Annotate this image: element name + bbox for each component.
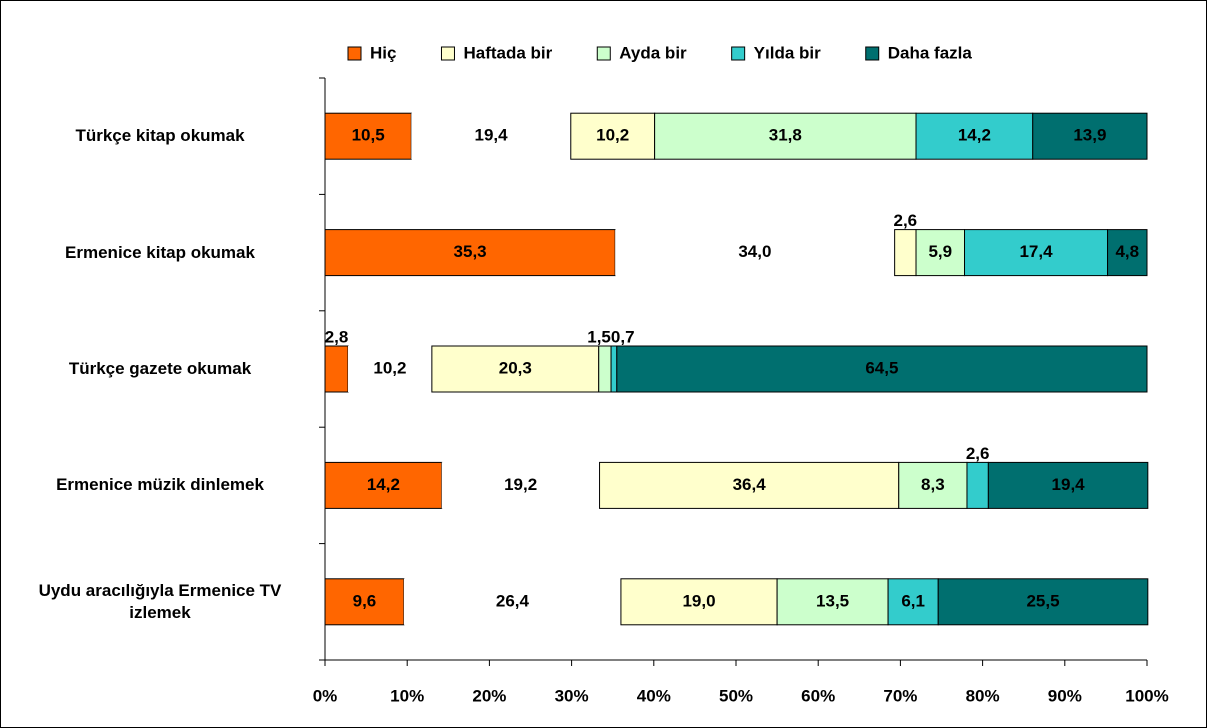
data-label: 19,4 bbox=[474, 126, 508, 145]
data-label: 35,3 bbox=[454, 242, 487, 261]
data-label: 19,0 bbox=[682, 591, 715, 610]
x-tick-label: 100% bbox=[1125, 686, 1168, 705]
data-label: 19,2 bbox=[504, 475, 537, 494]
data-label: 34,0 bbox=[738, 242, 771, 261]
x-tick-label: 40% bbox=[637, 686, 671, 705]
data-label: 10,2 bbox=[596, 126, 629, 145]
category-label: Ermenice müzik dinlemek bbox=[10, 474, 310, 496]
x-tick-label: 10% bbox=[390, 686, 424, 705]
legend-label: Hiç bbox=[370, 43, 396, 62]
data-label: 64,5 bbox=[865, 358, 898, 377]
data-label: 5,9 bbox=[928, 242, 952, 261]
data-label: 4,8 bbox=[1115, 242, 1139, 261]
x-tick-label: 70% bbox=[883, 686, 917, 705]
category-label: Uydu aracılığıyla Ermenice TV izlemek bbox=[10, 580, 310, 624]
data-label: 0,7 bbox=[611, 327, 635, 346]
category-label: Türkçe gazete okumak bbox=[10, 358, 310, 380]
data-label: 20,3 bbox=[499, 358, 532, 377]
legend-swatch bbox=[866, 47, 879, 60]
legend-label: Ayda bir bbox=[619, 43, 687, 62]
data-label: 2,8 bbox=[325, 327, 349, 346]
legend-swatch bbox=[732, 47, 745, 60]
data-label: 10,2 bbox=[373, 358, 406, 377]
bar-segment bbox=[325, 346, 348, 392]
data-label: 9,6 bbox=[353, 591, 377, 610]
legend-label: Haftada bir bbox=[463, 43, 552, 62]
legend-label: Daha fazla bbox=[888, 43, 973, 62]
x-tick-label: 30% bbox=[555, 686, 589, 705]
data-label: 8,3 bbox=[921, 475, 945, 494]
bar-segment bbox=[895, 230, 916, 276]
data-label: 36,4 bbox=[733, 475, 767, 494]
x-tick-label: 80% bbox=[966, 686, 1000, 705]
x-tick-label: 60% bbox=[801, 686, 835, 705]
data-label: 1,5 bbox=[587, 327, 611, 346]
data-label: 14,2 bbox=[367, 475, 400, 494]
data-label: 25,5 bbox=[1026, 591, 1059, 610]
legend-label: Yılda bir bbox=[754, 43, 821, 62]
legend-swatch bbox=[597, 47, 610, 60]
data-label: 2,6 bbox=[966, 444, 990, 463]
bar-segment bbox=[967, 462, 988, 508]
data-label: 13,5 bbox=[816, 591, 849, 610]
data-label: 26,4 bbox=[496, 591, 530, 610]
data-label: 14,2 bbox=[958, 126, 991, 145]
data-label: 31,8 bbox=[769, 126, 802, 145]
legend-swatch bbox=[441, 47, 454, 60]
category-label: Ermenice kitap okumak bbox=[10, 242, 310, 264]
data-label: 19,4 bbox=[1052, 475, 1086, 494]
data-label: 10,5 bbox=[352, 126, 385, 145]
data-label: 2,6 bbox=[894, 211, 918, 230]
x-tick-label: 90% bbox=[1048, 686, 1082, 705]
category-label: Türkçe kitap okumak bbox=[10, 125, 310, 147]
chart: 0% 10% 20% 30% 40% 50% 60% 70% 80% 90% 100% 10,5 19,… bbox=[0, 0, 1207, 728]
data-label: 13,9 bbox=[1073, 126, 1106, 145]
x-tick-label: 20% bbox=[472, 686, 506, 705]
bar-segment bbox=[611, 346, 617, 392]
legend-swatch bbox=[348, 47, 361, 60]
x-tick-label: 0% bbox=[313, 686, 338, 705]
data-label: 17,4 bbox=[1019, 242, 1053, 261]
x-tick-label: 50% bbox=[719, 686, 753, 705]
data-label: 6,1 bbox=[901, 591, 925, 610]
bar-segment bbox=[599, 346, 611, 392]
